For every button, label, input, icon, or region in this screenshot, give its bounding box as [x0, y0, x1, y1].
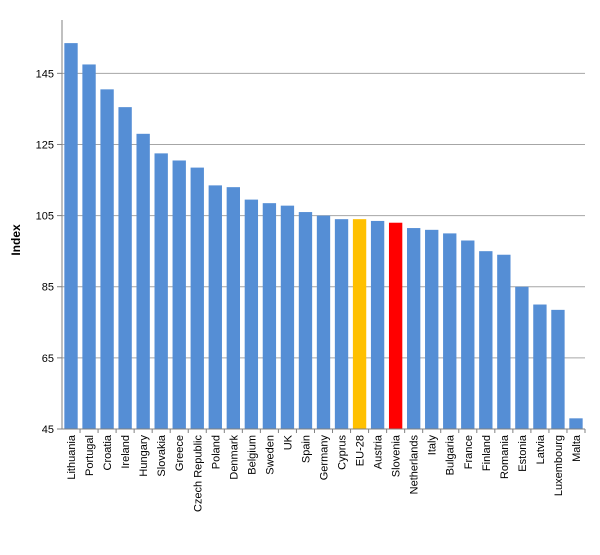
bar-poland	[208, 185, 222, 429]
bar-italy	[425, 229, 439, 429]
x-category-label: Poland	[210, 435, 222, 469]
bar-luxembourg	[551, 309, 565, 429]
x-category-label: France	[463, 435, 475, 469]
x-category-label: EU-28	[355, 435, 367, 466]
x-category-label: Hungary	[138, 435, 150, 477]
x-category-label: Austria	[373, 434, 385, 469]
bar-romania	[497, 254, 511, 429]
x-category-label: Estonia	[517, 434, 529, 472]
bars	[64, 43, 583, 430]
x-category-label: Luxembourg	[553, 435, 565, 496]
y-tick-label: 125	[36, 139, 54, 151]
bar-estonia	[515, 286, 529, 429]
x-category-label: Lithuania	[66, 434, 78, 480]
x-category-label: Slovakia	[156, 434, 168, 476]
x-category-label: Cyprus	[337, 435, 349, 470]
bar-denmark	[226, 187, 241, 429]
bar-spain	[298, 212, 313, 429]
bar-croatia	[100, 89, 114, 429]
bar-sweden	[262, 203, 277, 429]
axes	[57, 20, 586, 433]
x-category-label: Czech Republic	[192, 435, 204, 513]
x-category-label: Germany	[319, 435, 331, 481]
x-category-label: Greece	[174, 435, 186, 471]
x-category-label: Romania	[499, 434, 511, 479]
y-tick-label: 65	[42, 353, 54, 365]
y-tick-label: 105	[36, 211, 54, 223]
x-category-label: UK	[282, 434, 294, 450]
x-category-label: Netherlands	[409, 435, 421, 495]
bar-latvia	[533, 304, 547, 429]
bar-belgium	[244, 199, 259, 429]
y-tick-label: 145	[36, 68, 54, 80]
bar-germany	[316, 215, 331, 429]
bar-hungary	[136, 133, 150, 429]
x-category-label: Malta	[571, 434, 583, 462]
bar-lithuania	[64, 43, 78, 429]
bar-netherlands	[406, 228, 421, 429]
x-category-label: Ireland	[120, 435, 132, 469]
bar-uk	[280, 205, 295, 429]
x-category-label: Belgium	[246, 435, 258, 475]
x-category-label: Denmark	[228, 435, 240, 480]
bar-cyprus	[334, 219, 349, 429]
bar-finland	[479, 251, 493, 429]
y-axis-title: Index	[9, 224, 23, 256]
x-category-label: Sweden	[264, 435, 276, 475]
bar-france	[461, 240, 475, 429]
x-category-label: Spain	[300, 435, 312, 463]
bar-ireland	[118, 107, 132, 430]
y-tick-label: 85	[42, 282, 54, 294]
bar-eu-28	[352, 219, 367, 429]
bar-bulgaria	[443, 233, 457, 429]
y-tick-label: 45	[42, 424, 54, 436]
bar-austria	[370, 220, 385, 429]
bar-czech-republic	[190, 167, 204, 430]
x-category-label: Italy	[427, 435, 439, 456]
bar-portugal	[82, 64, 96, 430]
x-category-label: Croatia	[102, 434, 114, 470]
x-category-label: Bulgaria	[445, 434, 457, 475]
bar-slovakia	[154, 153, 168, 429]
x-category-label: Slovenia	[391, 434, 403, 477]
x-category-label: Portugal	[84, 435, 96, 476]
bar-greece	[172, 160, 186, 429]
bar-malta	[569, 418, 583, 429]
labels: 45 65 85 105 125 145 Lithuania Portugal Croatia I…	[36, 68, 583, 512]
bar-slovenia	[388, 222, 403, 429]
x-category-label: Latvia	[535, 434, 547, 464]
x-category-label: Finland	[481, 435, 493, 471]
